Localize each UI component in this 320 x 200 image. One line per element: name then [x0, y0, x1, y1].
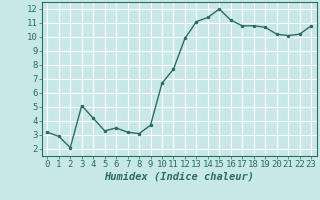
X-axis label: Humidex (Indice chaleur): Humidex (Indice chaleur) — [104, 172, 254, 182]
